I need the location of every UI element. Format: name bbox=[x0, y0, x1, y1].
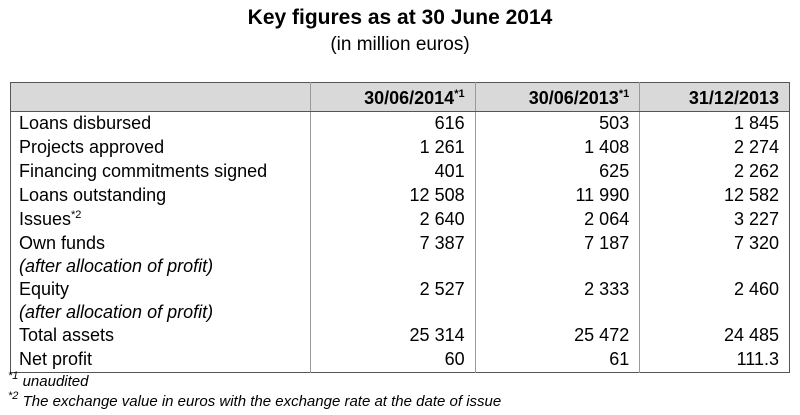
header-cell: 30/06/2014*1 bbox=[310, 82, 476, 112]
row-label: Equity bbox=[19, 279, 70, 299]
subtitle: (in million euros) bbox=[330, 34, 470, 55]
footnote-text: The exchange value in euros with the exc… bbox=[18, 393, 502, 410]
row-label-cell: Loans disbursed bbox=[11, 112, 311, 137]
footnote: *1 unaudited bbox=[8, 370, 501, 392]
row-label-cell: Total assets bbox=[11, 324, 311, 348]
row-label: Projects approved bbox=[19, 137, 165, 157]
value-cell: 401 bbox=[310, 160, 476, 184]
row-label: Loans outstanding bbox=[19, 185, 167, 205]
table-row: Total assets 25 314 25 472 24 485 bbox=[11, 324, 790, 348]
value-cell: 1 408 bbox=[474, 136, 640, 160]
header-cell: 30/06/2013*1 bbox=[474, 82, 640, 112]
value-cell: 7 320 bbox=[639, 232, 790, 278]
value-cell: 25 314 bbox=[310, 324, 476, 348]
row-label: Own funds bbox=[19, 233, 106, 253]
key-figures-table: 30/06/2014*1 30/06/2013*1 31/12/2013 Loans… bbox=[10, 82, 790, 373]
footnote-text: unaudited bbox=[18, 373, 89, 390]
row-label-cell: Net profit bbox=[11, 348, 311, 373]
value-cell: 3 227 bbox=[639, 208, 790, 232]
header-cell bbox=[10, 82, 311, 112]
value-cell: 60 bbox=[310, 348, 476, 373]
footnote-mark: *2 bbox=[8, 390, 19, 402]
header-cell: 31/12/2013 bbox=[639, 82, 790, 112]
table-row: Loans disbursed 616 503 1 845 bbox=[11, 111, 790, 137]
value-cell: 7 387 bbox=[310, 232, 476, 278]
footnote-mark: *2 bbox=[71, 209, 82, 221]
value-cell: 12 508 bbox=[310, 184, 476, 208]
table-row: Issues*2 2 640 2 064 3 227 bbox=[11, 208, 790, 232]
value-cell: 11 990 bbox=[474, 184, 640, 208]
value-cell: 24 485 bbox=[639, 324, 790, 348]
footnote: *2 The exchange value in euros with the … bbox=[8, 390, 502, 412]
value-cell: 1 261 bbox=[310, 136, 476, 160]
column-label: 31/12/2013 bbox=[688, 87, 779, 108]
value-cell: 1 845 bbox=[639, 111, 790, 136]
value-cell: 2 333 bbox=[474, 278, 640, 324]
table-row: Financing commitments signed 401 625 2 262 bbox=[11, 160, 790, 184]
value-cell: 61 bbox=[474, 348, 640, 373]
table-row: Net profit 60 61 111.3 bbox=[11, 348, 790, 373]
value-cell: 7 187 bbox=[474, 232, 640, 278]
table-body: Loans disbursed 616 503 1 845 Projects appro… bbox=[11, 111, 790, 373]
value-cell: 2 064 bbox=[474, 208, 640, 232]
table-row: Equity (after allocation of profit) 2 527 2… bbox=[11, 278, 790, 324]
row-label: Net profit bbox=[19, 349, 93, 369]
value-cell: 616 bbox=[310, 111, 476, 136]
column-label: 30/06/2014 bbox=[364, 87, 455, 108]
value-cell: 625 bbox=[474, 160, 640, 184]
row-note: (after allocation of profit) bbox=[19, 256, 214, 276]
title: Key figures as at 30 June 2014 bbox=[247, 6, 553, 29]
footnotes: *1 unaudited *2 The exchange value in eur… bbox=[8, 370, 502, 412]
row-label: Total assets bbox=[19, 325, 115, 345]
value-cell: 2 274 bbox=[639, 136, 790, 160]
row-label-cell: Equity (after allocation of profit) bbox=[11, 278, 311, 324]
footnote-mark: *1 bbox=[618, 87, 630, 100]
table-row: Own funds (after allocation of profit) 7 3… bbox=[11, 232, 790, 278]
footnote-mark: *1 bbox=[454, 87, 465, 100]
row-label: Financing commitments signed bbox=[19, 161, 268, 181]
value-cell: 2 527 bbox=[310, 278, 476, 324]
value-cell: 25 472 bbox=[474, 324, 640, 348]
row-label-cell: Issues*2 bbox=[11, 208, 311, 232]
row-label-cell: Financing commitments signed bbox=[11, 160, 311, 184]
value-cell: 111.3 bbox=[639, 348, 790, 373]
value-cell: 2 460 bbox=[639, 278, 790, 324]
row-label-cell: Own funds (after allocation of profit) bbox=[11, 232, 311, 278]
row-label-cell: Loans outstanding bbox=[11, 184, 311, 208]
value-cell: 2 640 bbox=[310, 208, 476, 232]
value-cell: 503 bbox=[474, 111, 640, 136]
column-label: 30/06/2013 bbox=[528, 87, 619, 108]
table-row: Loans outstanding 12 508 11 990 12 582 bbox=[11, 184, 790, 208]
table-row: Projects approved 1 261 1 408 2 274 bbox=[11, 136, 790, 160]
value-cell: 2 262 bbox=[639, 160, 790, 184]
row-label: Loans disbursed bbox=[19, 113, 152, 133]
row-label: Issues bbox=[19, 209, 72, 229]
footnote-mark: *1 bbox=[8, 370, 19, 382]
value-cell: 12 582 bbox=[639, 184, 790, 208]
row-label-cell: Projects approved bbox=[11, 136, 311, 160]
header-row: 30/06/2014*1 30/06/2013*1 31/12/2013 bbox=[10, 82, 790, 112]
row-note: (after allocation of profit) bbox=[19, 302, 214, 322]
